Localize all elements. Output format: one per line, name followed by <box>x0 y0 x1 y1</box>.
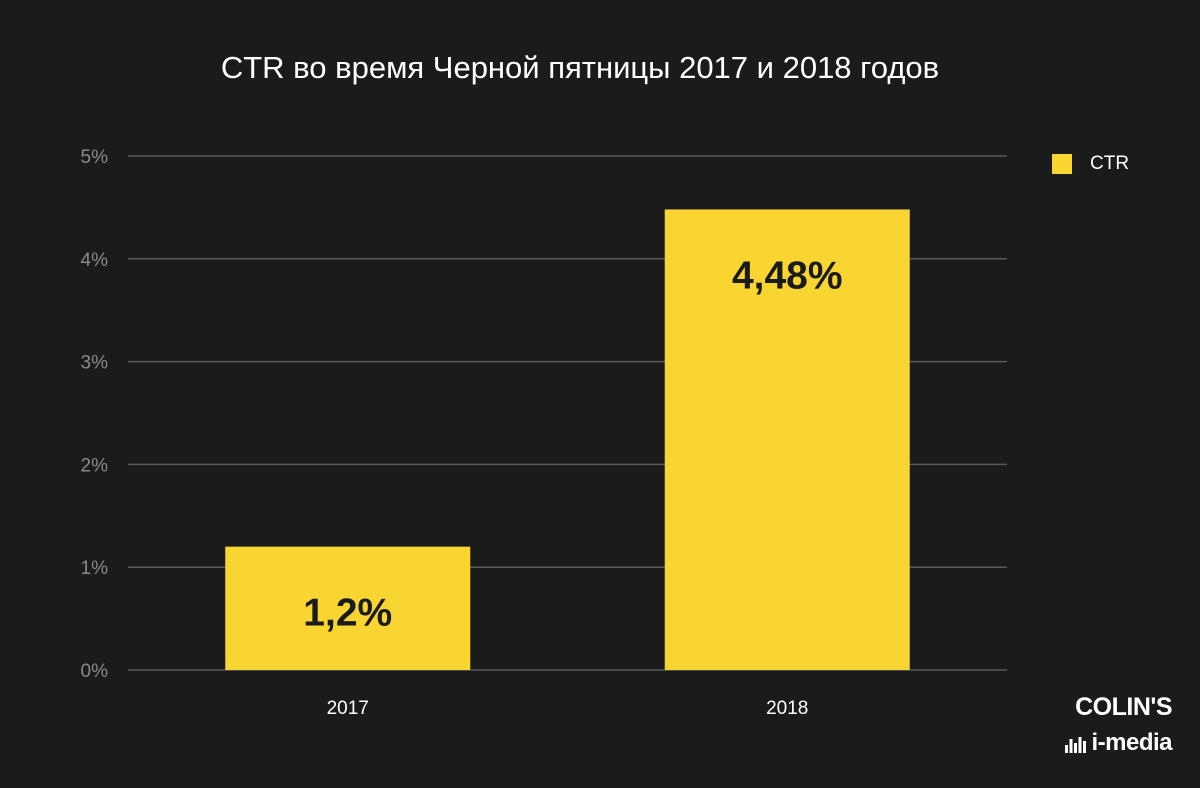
data-label: 4,48% <box>732 254 843 297</box>
x-tick-label: 2018 <box>766 698 808 719</box>
data-label: 1,2% <box>303 592 392 635</box>
brand-logo: COLIN'S i-media <box>992 690 1173 758</box>
x-tick-label: 2017 <box>327 698 369 719</box>
legend-label: CTR <box>1090 153 1130 174</box>
y-tick-label: 0% <box>81 661 109 682</box>
y-tick-label: 4% <box>81 250 109 271</box>
legend: CTR <box>1052 153 1129 175</box>
chart-title: CTR во время Черной пятницы 2017 и 2018 … <box>220 50 940 85</box>
legend-swatch <box>1052 154 1072 174</box>
y-tick-label: 3% <box>81 353 109 374</box>
brand-sub: i-media <box>1091 729 1172 756</box>
bar-bars-icon <box>1065 737 1087 753</box>
y-tick-label: 2% <box>81 455 109 476</box>
bar <box>664 209 910 670</box>
brand-sub-row: i-media <box>992 728 1172 758</box>
y-tick-label: 5% <box>81 147 109 168</box>
bar <box>225 546 471 670</box>
brand-name: COLIN'S <box>1075 693 1172 721</box>
y-tick-label: 1% <box>81 558 109 579</box>
